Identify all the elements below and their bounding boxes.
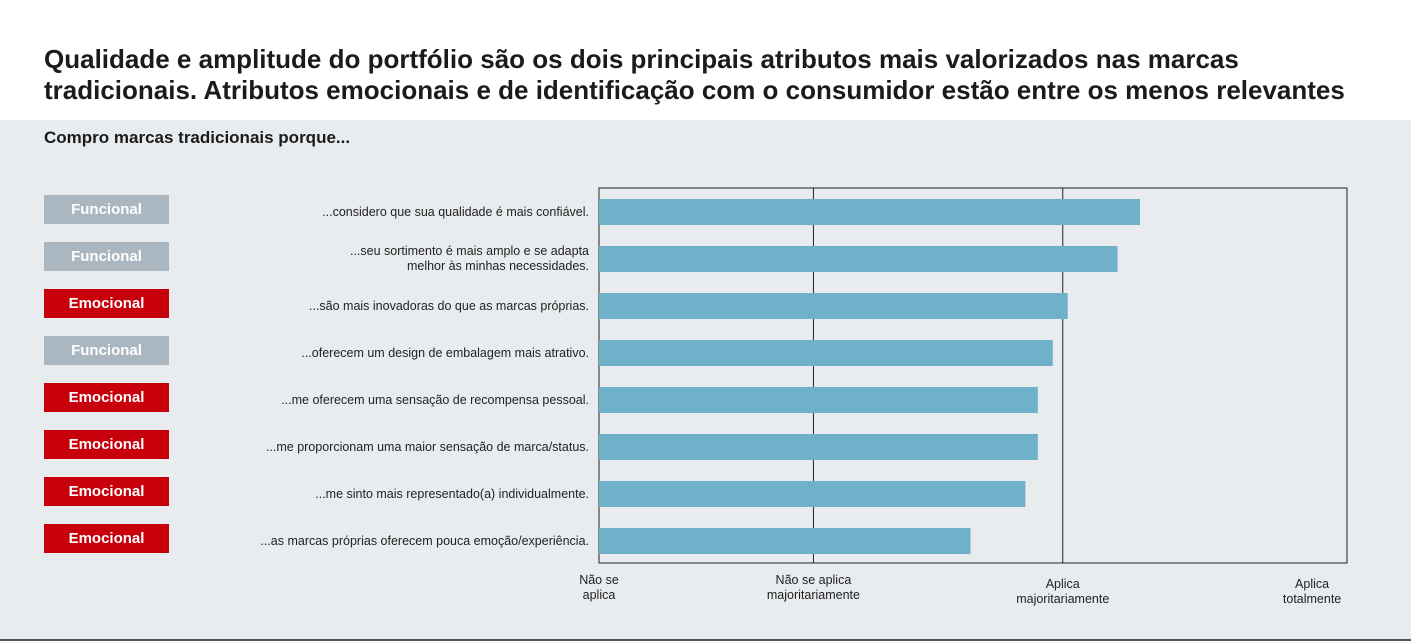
bar-1 bbox=[599, 246, 1118, 272]
row-label-5: ...me proporcionam uma maior sensação de… bbox=[265, 439, 589, 454]
bar-0 bbox=[599, 199, 1141, 225]
row-label-7: ...as marcas próprias oferecem pouca emo… bbox=[260, 533, 589, 548]
bar-6 bbox=[599, 481, 1026, 507]
tag-5: Emocional bbox=[44, 430, 169, 459]
tag-2: Emocional bbox=[44, 289, 169, 318]
page-title: Qualidade e amplitude do portfólio são o… bbox=[44, 44, 1384, 106]
row-label-6: ...me sinto mais representado(a) individ… bbox=[315, 486, 589, 501]
tag-0: Funcional bbox=[44, 195, 169, 224]
tag-6: Emocional bbox=[44, 477, 169, 506]
title-line-1: Qualidade e amplitude do portfólio são o… bbox=[44, 44, 1239, 74]
chart-subtitle: Compro marcas tradicionais porque... bbox=[44, 128, 351, 147]
row-label-2: ...são mais inovadoras do que as marcas … bbox=[309, 298, 589, 313]
bar-7 bbox=[599, 528, 971, 554]
row-label-3: ...oferecem um design de embalagem mais … bbox=[301, 345, 589, 360]
x-tick-label-1: Não se aplica majoritariamente bbox=[766, 573, 860, 602]
row-label-0: ...considero que sua qualidade é mais co… bbox=[322, 204, 589, 219]
bar-5 bbox=[599, 434, 1038, 460]
plot-frame bbox=[598, 187, 1348, 564]
tag-1: Funcional bbox=[44, 242, 169, 271]
row-label-1: ...seu sortimento é mais amplo e se adap… bbox=[349, 244, 589, 273]
x-tick-label-3: Aplica totalmente bbox=[1282, 577, 1342, 606]
tag-4: Emocional bbox=[44, 383, 169, 412]
bar-4 bbox=[599, 387, 1038, 413]
bar-3 bbox=[599, 340, 1053, 366]
tag-7: Emocional bbox=[44, 524, 169, 553]
x-tick-label-0: Não se aplica bbox=[579, 573, 619, 602]
title-line-2: tradicionais. Atributos emocionais e de … bbox=[44, 75, 1345, 105]
x-tick-label-2: Aplica majoritariamente bbox=[1016, 577, 1110, 606]
row-label-4: ...me oferecem uma sensação de recompens… bbox=[281, 392, 589, 407]
tag-3: Funcional bbox=[44, 336, 169, 365]
bar-2 bbox=[599, 293, 1068, 319]
